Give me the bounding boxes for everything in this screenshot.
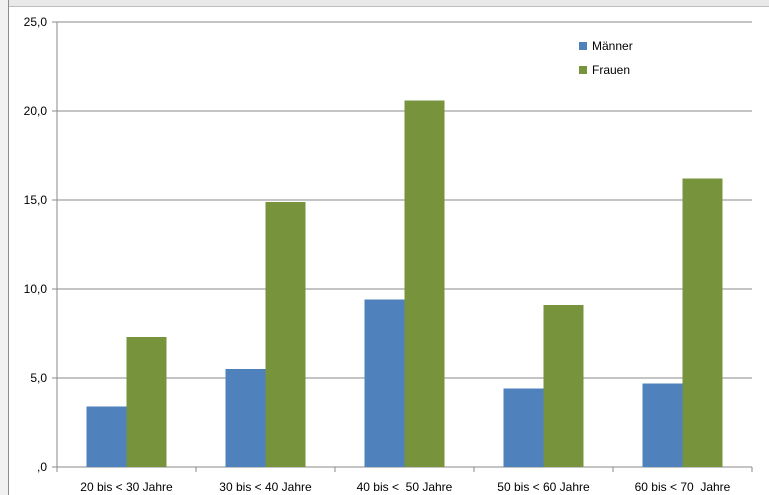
window-left-edge: [0, 0, 9, 495]
bar-maenner: [225, 369, 266, 467]
bar-maenner: [364, 299, 405, 467]
legend-swatch: [579, 66, 587, 74]
y-tick-label: 15,0: [24, 193, 48, 207]
bar-frauen: [126, 337, 167, 467]
y-tick-label: ,0: [37, 460, 47, 474]
window-top-edge: [0, 0, 769, 7]
legend-label: Frauen: [592, 63, 630, 77]
x-tick-label: 20 bis < 30 Jahre: [80, 480, 173, 494]
y-tick-label: 20,0: [24, 104, 48, 118]
legend-label: Männer: [592, 39, 633, 53]
bar-frauen: [543, 305, 584, 467]
y-tick-label: 10,0: [24, 282, 48, 296]
bar-frauen: [265, 201, 306, 467]
legend-swatch: [579, 42, 587, 50]
bar-maenner: [642, 383, 683, 467]
y-tick-label: 25,0: [24, 15, 48, 29]
x-tick-label: 50 bis < 60 Jahre: [497, 480, 590, 494]
x-tick-label: 30 bis < 40 Jahre: [219, 480, 312, 494]
x-tick-label: 60 bis < 70 Jahre: [635, 480, 731, 494]
bar-maenner: [86, 406, 127, 467]
bar-maenner: [503, 388, 544, 467]
bar-frauen: [682, 178, 723, 467]
bar-frauen: [404, 100, 445, 467]
x-tick-label: 40 bis < 50 Jahre: [357, 480, 453, 494]
y-tick-label: 5,0: [30, 371, 47, 385]
